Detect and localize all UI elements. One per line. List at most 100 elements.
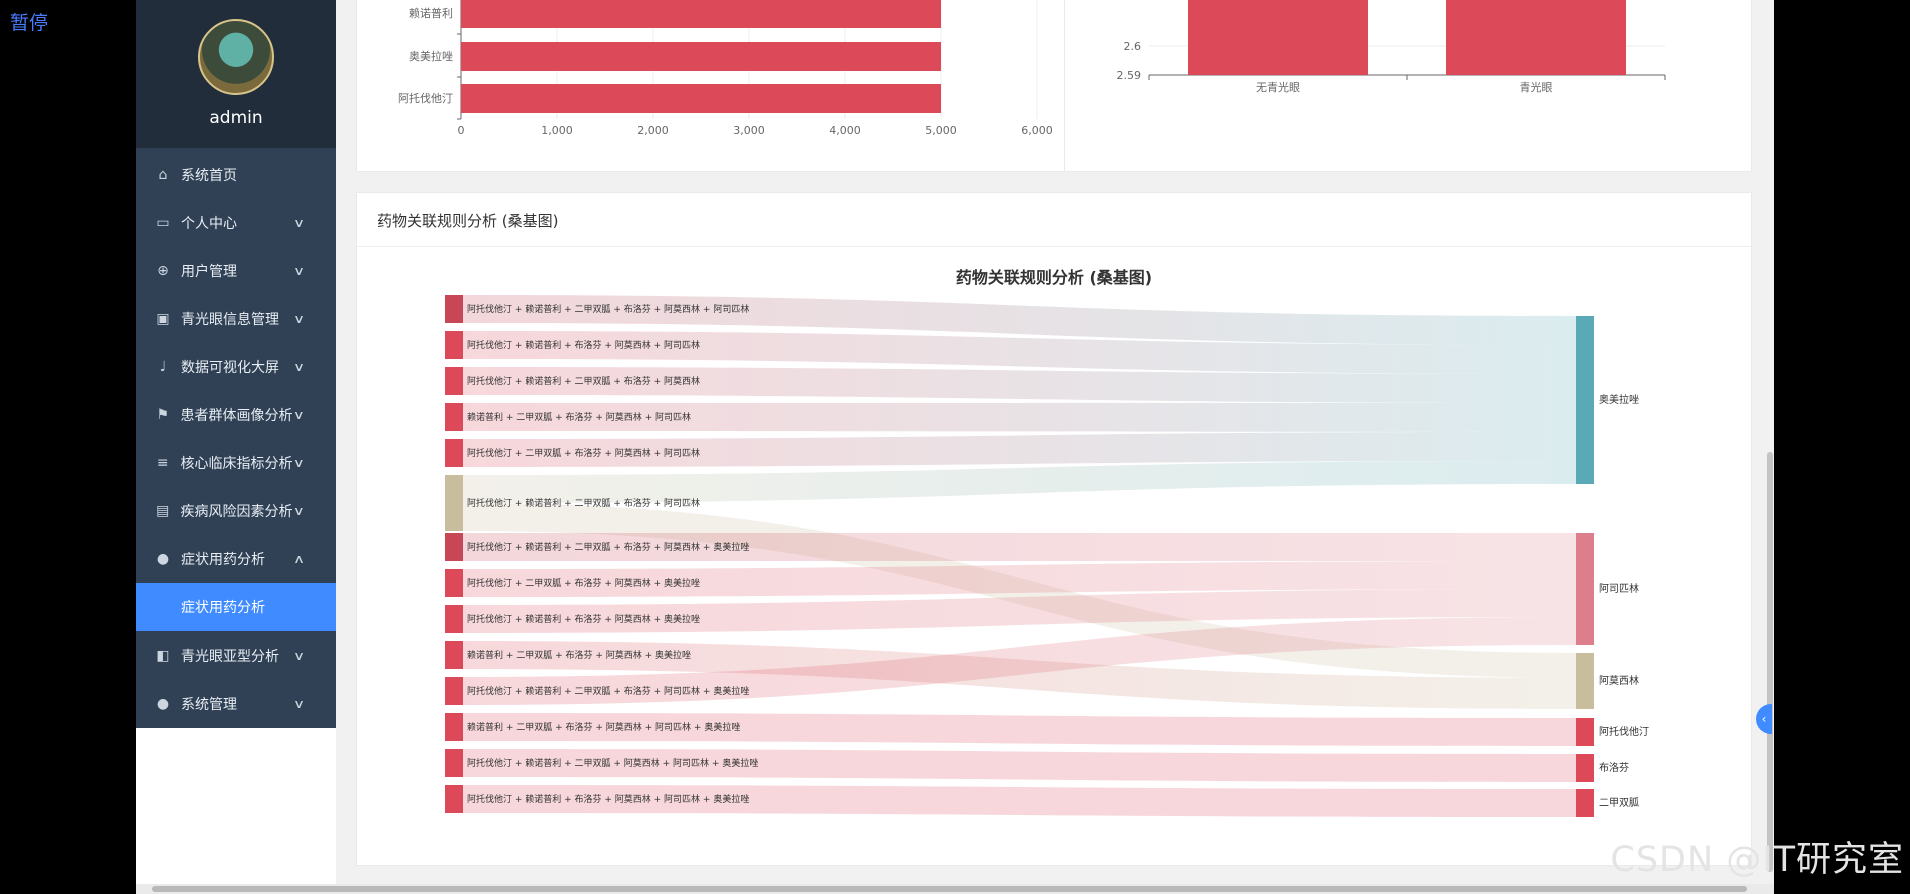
sankey-source-node (445, 367, 463, 395)
scrollbar-thumb[interactable] (1767, 452, 1773, 872)
x-tick-label: 青光眼 (1520, 80, 1553, 94)
wallet-icon: ◧ (156, 648, 170, 664)
microphone-icon: ♩ (159, 359, 167, 375)
sankey-target-node (1576, 316, 1594, 484)
sidebar-item-label: 核心临床指标分析 (180, 456, 293, 472)
bar-chart-card-left: 0 1,000 2,000 3,000 4,000 5,000 6,000 赖诺普利 奥美拉唑阿… (356, 0, 1180, 172)
sidebar-item-label: 青光眼信息管理 (181, 312, 279, 328)
sankey-source-label: 阿托伐他汀 + 赖诺普利 + 布洛芬 + 阿莫西林 + 阿司匹林 (467, 339, 700, 351)
home-icon: ⌂ (158, 167, 168, 183)
chevron-icon: ∨ (292, 216, 306, 230)
sankey-link (463, 749, 1576, 782)
sankey-source-node (445, 331, 463, 359)
y-tick-label: 阿托伐他汀 (398, 91, 453, 105)
sankey-source-label: 阿托伐他汀 + 赖诺普利 + 布洛芬 + 阿莫西林 + 阿司匹林 + 奥美拉唑 (467, 793, 749, 805)
sankey-link (463, 402, 1576, 432)
x-tick-label: 1,000 (541, 124, 573, 137)
chevron-icon: ∨ (292, 649, 306, 663)
x-tick-label: 5,000 (925, 124, 957, 137)
sidebar-item-7[interactable]: ▤ 疾病风险因素分析 ∨ (136, 487, 336, 535)
sidebar-item-10[interactable]: ● 系统管理 ∨ (136, 680, 336, 728)
sankey-source-node (445, 533, 463, 561)
watermark: CSDN @IT研究室 (1610, 840, 1904, 880)
bar (461, 0, 941, 28)
id-card-icon: ▭ (156, 215, 170, 231)
sankey-target-node (1576, 533, 1594, 645)
sankey-source-label: 阿托伐他汀 + 赖诺普利 + 二甲双胍 + 布洛芬 + 阿司匹林 + 奥美拉唑 (467, 685, 749, 697)
x-tick-label: 2,000 (637, 124, 669, 137)
sidebar-item-0[interactable]: ⌂ 系统首页 (136, 151, 336, 199)
scrollbar-thumb-h[interactable] (152, 886, 1747, 892)
clipboard-icon: ▣ (156, 311, 170, 327)
x-tick-label: 0 (458, 124, 465, 137)
sankey-title: 药物关联规则分析 (桑基图) (956, 268, 1152, 287)
sidebar-item-9[interactable]: ◧ 青光眼亚型分析 ∨ (136, 632, 336, 680)
sidebar-item-8[interactable]: ● 症状用药分析 ∧ (136, 535, 336, 583)
sankey-source-label: 赖诺普利 + 二甲双胍 + 布洛芬 + 阿莫西林 + 阿司匹林 (467, 411, 691, 423)
sankey-link (463, 617, 1576, 705)
sidebar-item-label: 数据可视化大屏 (181, 360, 279, 376)
sankey-source-node (445, 749, 463, 777)
sidebar-item-4[interactable]: ♩ 数据可视化大屏 ∨ (136, 343, 336, 391)
sankey-link (463, 533, 1576, 561)
sankey-target-node (1576, 789, 1594, 817)
divider (357, 246, 1751, 247)
sankey-link (463, 561, 1576, 597)
sankey-source-label: 阿托伐他汀 + 赖诺普利 + 布洛芬 + 阿莫西林 + 奥美拉唑 (467, 613, 700, 625)
x-tick-label: 4,000 (829, 124, 861, 137)
sankey-source-node (445, 605, 463, 633)
sankey-link (463, 713, 1576, 746)
y-tick-label: 2.6 (1124, 40, 1142, 53)
pause-label[interactable]: 暂停 (10, 12, 49, 34)
sidebar-item-2[interactable]: ⊕ 用户管理 ∨ (136, 247, 336, 295)
list-icon: ≡ (156, 455, 169, 471)
sankey-source-label: 阿托伐他汀 + 二甲双胍 + 布洛芬 + 阿莫西林 + 阿司匹林 (467, 447, 700, 459)
avatar[interactable] (198, 19, 274, 95)
sidebar-item-1[interactable]: ▭ 个人中心 ∨ (136, 199, 336, 247)
chevron-icon: ∨ (292, 697, 306, 711)
sidebar-item-5[interactable]: ⚑ 患者群体画像分析 ∨ (136, 391, 336, 439)
sankey-source-node (445, 439, 463, 467)
sankey-source-node (445, 295, 463, 323)
sidebar: admin ⌂ 系统首页 ▭ 个人中心 ∨ ⊕ 用户管理 ∨ ▣ 青光眼信息管理 ∨ ♩ 数据可视化大屏… (136, 0, 336, 894)
sankey-target-label: 阿莫西林 (1599, 674, 1639, 687)
chevron-icon: ∨ (292, 264, 306, 278)
sidebar-item-3[interactable]: ▣ 青光眼信息管理 ∨ (136, 295, 336, 343)
sidebar-item-6[interactable]: ≡ 核心临床指标分析 ∨ (136, 439, 336, 487)
submenu-item-active[interactable]: 症状用药分析 (136, 583, 336, 631)
vertical-scrollbar[interactable] (1764, 0, 1774, 894)
sankey-source-label: 阿托伐他汀 + 二甲双胍 + 布洛芬 + 阿莫西林 + 奥美拉唑 (467, 577, 700, 589)
sankey-chart: 药物关联规则分析 (桑基图) 阿托伐他汀 + 赖诺普利 + 二甲双胍 + 布洛芬 … (445, 268, 1649, 817)
sankey-target-node (1576, 754, 1594, 782)
username: admin (209, 108, 263, 128)
sidebar-item-label: 个人中心 (181, 216, 237, 232)
sidebar-item-label: 用户管理 (181, 264, 237, 280)
sankey-source-node (445, 403, 463, 431)
sankey-link (463, 460, 1576, 503)
sankey-source-label: 阿托伐他汀 + 赖诺普利 + 二甲双胍 + 布洛芬 + 阿莫西林 + 阿司匹林 (467, 303, 749, 315)
sidebar-item-label: 系统管理 (181, 697, 237, 713)
y-tick-label: 赖诺普利 (409, 6, 453, 20)
sankey-source-node (445, 677, 463, 705)
sankey-target-label: 阿司匹林 (1599, 582, 1639, 595)
sidebar-item-label: 疾病风险因素分析 (180, 504, 293, 520)
postcard-icon: ▤ (156, 503, 170, 519)
sankey-link (463, 589, 1576, 633)
sankey-source-label: 赖诺普利 + 二甲双胍 + 布洛芬 + 阿莫西林 + 阿司匹林 + 奥美拉唑 (467, 721, 740, 733)
sankey-source-node (445, 569, 463, 597)
x-tick-label: 3,000 (733, 124, 765, 137)
sankey-source-node (445, 713, 463, 741)
sidebar-menu: ⌂ 系统首页 ▭ 个人中心 ∨ ⊕ 用户管理 ∨ ▣ 青光眼信息管理 ∨ ♩ 数据可视化大屏 ∨ ⚑ 患者群体… (136, 148, 336, 728)
horizontal-bar-chart: 0 1,000 2,000 3,000 4,000 5,000 6,000 赖诺普利奥美拉唑阿… (398, 0, 1053, 137)
sankey-source-label: 阿托伐他汀 + 赖诺普利 + 二甲双胍 + 布洛芬 + 阿莫西林 + 奥美拉唑 (467, 541, 749, 553)
sankey-link (463, 331, 1576, 374)
bar (1188, 0, 1368, 75)
collapse-icon[interactable]: ‹ (1756, 704, 1772, 734)
chevron-icon: ∧ (292, 552, 306, 566)
chevron-icon: ∨ (292, 360, 306, 374)
sankey-source-node (445, 785, 463, 813)
horizontal-scrollbar[interactable] (136, 884, 1774, 894)
sidebar-header: admin (136, 0, 336, 148)
sankey-link (463, 431, 1576, 467)
chevron-icon: ∨ (292, 312, 306, 326)
